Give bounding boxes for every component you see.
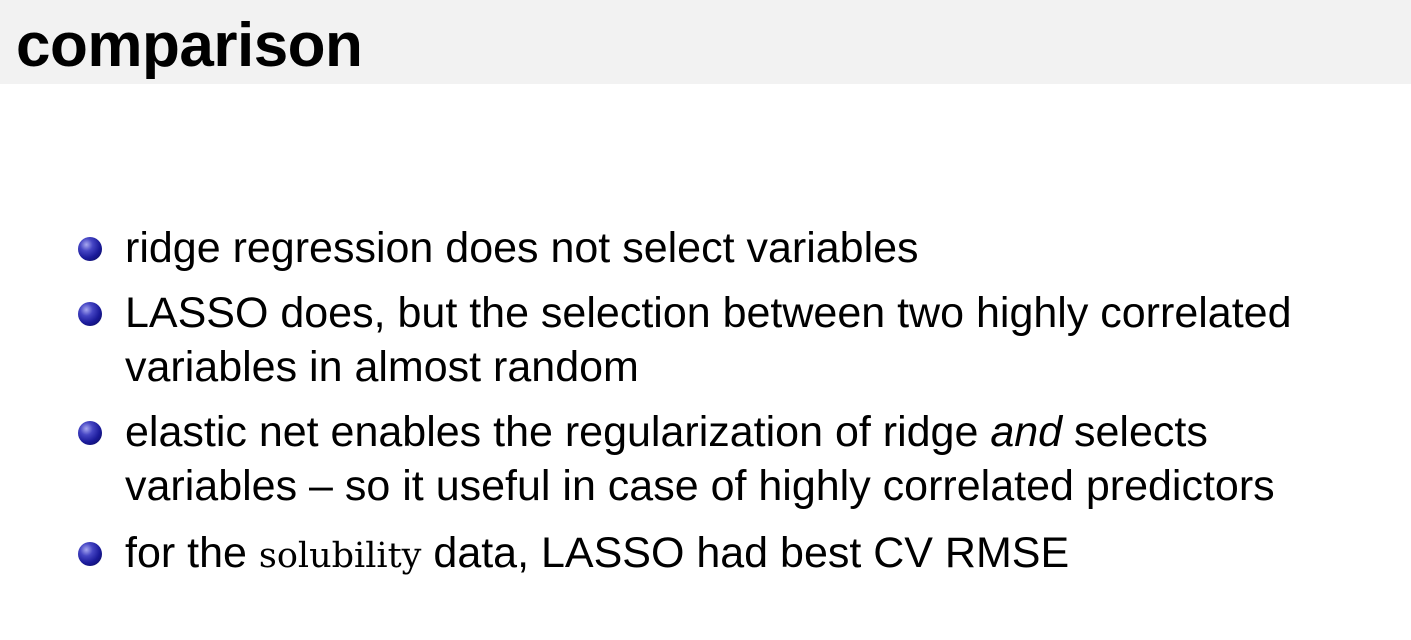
bullet-text: ridge regression does not select variabl… [125,221,1405,275]
bullet-text-content: ridge regression does not select variabl… [125,224,919,272]
bullet-icon [78,421,102,445]
title-bar: comparison [0,0,1411,84]
bullet-text: elastic net enables the regularization o… [125,405,1405,513]
dataset-name-code: solubility [258,536,422,576]
bullet-icon [78,237,102,261]
bullet-text: LASSO does, but the selection between tw… [125,286,1405,394]
bullet-text-segment: elastic net enables the regularization o… [125,408,991,456]
page-title: comparison [16,11,363,80]
bullet-text-emphasis: and [990,408,1063,456]
bullet-text-segment: data, LASSO had best CV RMSE [421,529,1070,577]
bullet-text-line: variables in almost random [125,343,639,391]
bullet-text-segment: for the [125,529,259,577]
bullet-text-line: variables – so it useful in case of high… [125,462,1275,510]
bullet-text-segment: selects [1062,408,1208,456]
bullet-icon [78,302,102,326]
bullet-text: for the solubility data, LASSO had best … [125,526,1405,583]
bullet-text-line: LASSO does, but the selection between tw… [125,289,1292,337]
bullet-icon [78,542,102,566]
